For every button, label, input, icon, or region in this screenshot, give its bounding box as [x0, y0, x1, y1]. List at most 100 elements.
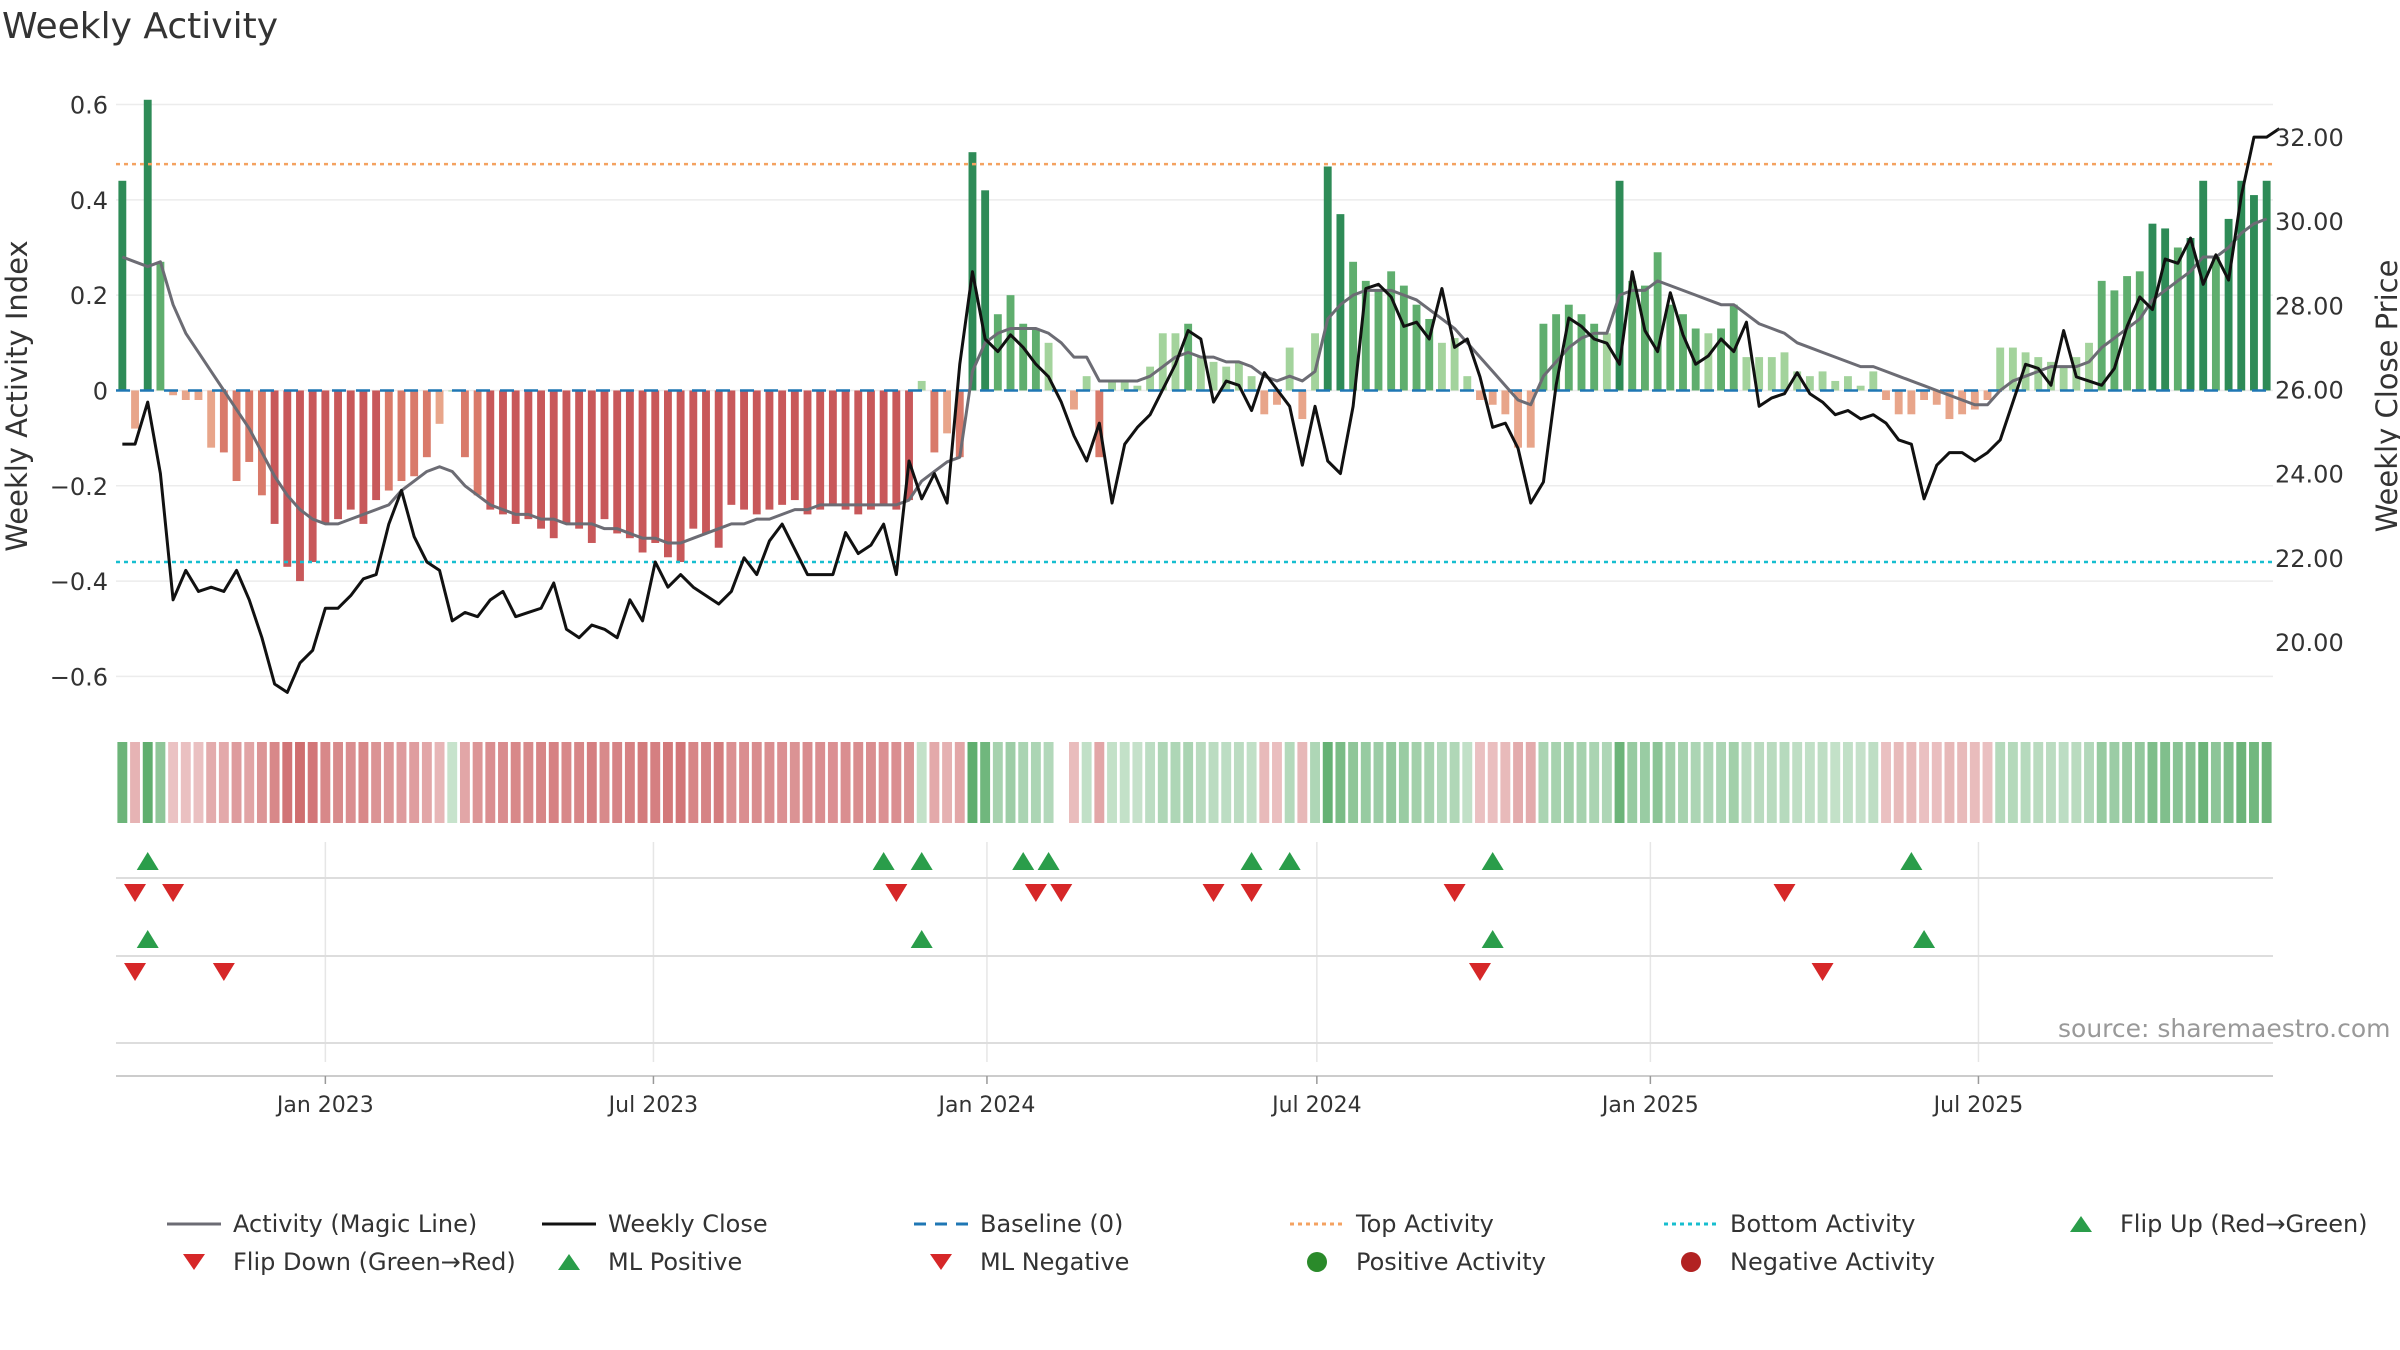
- activity-bar: [1552, 314, 1561, 391]
- activity-bar: [1920, 390, 1929, 400]
- heat-strip-cell: [1348, 742, 1359, 823]
- activity-bar: [790, 390, 799, 501]
- activity-bar: [1856, 385, 1865, 391]
- ml-positive-marker: [1481, 930, 1504, 948]
- heat-strip-cell: [726, 742, 737, 823]
- legend-swatch: [542, 1222, 596, 1226]
- activity-bar: [308, 390, 317, 563]
- activity-bar: [1476, 390, 1484, 400]
- activity-bar: [537, 390, 545, 529]
- activity-bar: [727, 390, 736, 505]
- activity-bar: [1209, 361, 1218, 391]
- heat-strip-cell: [2198, 742, 2209, 823]
- activity-bar: [2034, 357, 2043, 391]
- activity-bar: [486, 390, 495, 510]
- heat-strip-cell: [1386, 742, 1397, 823]
- activity-bar: [1196, 357, 1205, 391]
- heat-strip-cell: [142, 742, 153, 823]
- heat-strip-cell: [1652, 742, 1663, 823]
- activity-bar: [1882, 390, 1890, 400]
- activity-bar: [1717, 328, 1725, 391]
- heat-strip-cell: [510, 742, 521, 823]
- activity-bar: [1996, 347, 2005, 391]
- activity-bar: [1273, 390, 1281, 405]
- legend-item: ML Negative: [912, 1247, 1129, 1276]
- heat-strip-cell: [1538, 742, 1549, 823]
- heat-strip-cell: [1233, 742, 1244, 823]
- heat-strip-cell: [1779, 742, 1790, 823]
- heat-strip-cell: [2058, 742, 2069, 823]
- activity-bar: [1514, 390, 1522, 448]
- heat-strip-cell: [967, 742, 978, 823]
- activity-bar: [1222, 366, 1231, 391]
- flip-down-marker: [885, 884, 908, 902]
- heat-strip-cell: [2046, 742, 2056, 823]
- heat-strip-cell: [1322, 742, 1333, 823]
- activity-bar: [587, 390, 596, 543]
- heat-strip-cell: [713, 742, 724, 823]
- heat-strip-cell: [130, 742, 140, 823]
- heat-strip-cell: [1411, 742, 1422, 823]
- activity-bar: [930, 390, 939, 453]
- activity-bar: [1628, 280, 1637, 391]
- heat-strip-cell: [1208, 742, 1219, 823]
- heat-strip-cell: [295, 742, 305, 823]
- heat-strip-cell: [447, 742, 458, 823]
- heat-strip-cell: [866, 742, 876, 823]
- legend-label: Activity (Magic Line): [233, 1210, 478, 1238]
- heat-strip-cell: [333, 742, 343, 823]
- heat-strip-cell: [1944, 742, 1955, 823]
- heat-strip-cell: [701, 742, 711, 823]
- activity-bar: [435, 390, 444, 424]
- magic-line-series: [121, 217, 2268, 545]
- y-tick-label: −0.4: [50, 568, 108, 596]
- y-tick-label: −0.6: [50, 663, 108, 691]
- legend-swatch-shape: [2070, 1216, 2092, 1232]
- heat-strip-cell: [764, 742, 775, 823]
- heat-strip-cell: [2185, 742, 2196, 823]
- heat-strip-cell: [1170, 742, 1181, 823]
- legend-item: Activity (Magic Line): [165, 1209, 477, 1238]
- activity-bar: [1450, 338, 1459, 391]
- activity-bar: [702, 390, 710, 534]
- heat-strip-cell: [409, 742, 420, 823]
- heat-strip-cell: [1855, 742, 1866, 823]
- activity-bar: [740, 390, 749, 510]
- heat-strip-cell: [1475, 742, 1485, 823]
- y2-tick-label: 28.00: [2275, 292, 2344, 320]
- heat-strip-cell: [2007, 742, 2018, 823]
- ml-positive-marker: [1913, 930, 1936, 948]
- activity-bar: [283, 390, 292, 567]
- activity-bar: [752, 390, 761, 515]
- heat-strip-cell: [904, 742, 914, 823]
- activity-bar: [1349, 261, 1358, 391]
- y-tick-label: 0: [93, 377, 108, 405]
- heat-strip-cell: [1868, 742, 1879, 823]
- heat-strip-cell: [637, 742, 648, 823]
- activity-bar: [1729, 304, 1738, 391]
- y-tick-label: 0.4: [70, 187, 108, 215]
- activity-bar: [1006, 295, 1015, 391]
- activity-bar: [524, 390, 533, 520]
- heat-strip-cell: [1272, 742, 1282, 823]
- ml-positive-marker: [910, 930, 933, 948]
- legend-label: Flip Up (Red→Green): [2120, 1210, 2368, 1238]
- activity-bar: [397, 390, 406, 482]
- heat-strip-cell: [662, 742, 673, 823]
- heat-strip-cell: [2147, 742, 2158, 823]
- activity-bar: [346, 390, 355, 510]
- activity-bar: [1653, 252, 1662, 391]
- activity-bar: [1108, 380, 1116, 391]
- heat-strip-cell: [561, 742, 572, 823]
- heat-strip-cell: [1919, 742, 1930, 823]
- heat-strip-cell: [751, 742, 762, 823]
- activity-bar: [1488, 390, 1497, 405]
- activity-bar: [181, 390, 190, 400]
- activity-bar: [1146, 366, 1155, 391]
- heat-strip-cell: [1018, 742, 1029, 823]
- activity-bar: [257, 390, 266, 496]
- heat-strip-cell: [1500, 742, 1511, 823]
- legend-item: Negative Activity: [1662, 1247, 1935, 1276]
- heat-strip-cell: [2109, 742, 2120, 823]
- flip-up-marker: [1278, 852, 1301, 870]
